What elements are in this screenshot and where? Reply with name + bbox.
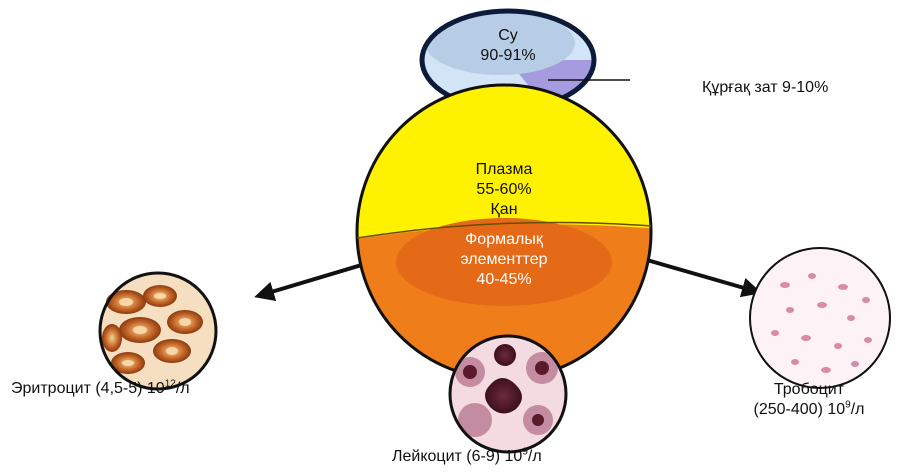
formed-elements-percent: 40-45% (476, 271, 532, 288)
arrow-to-thrombocyte (639, 256, 762, 298)
plasma-composition-circle (419, 8, 630, 112)
leukocyte-exponent: 9 (522, 446, 528, 458)
blood-name: Қан (490, 201, 518, 218)
plasma-percent: 55-60% (476, 181, 532, 198)
dry-matter-label: Құрғақ зат 9-10% (702, 79, 829, 96)
formed-elements-fraction (396, 218, 612, 306)
leukocyte-unit: /л (527, 448, 542, 465)
erythrocyte-label: Эритроцит (4,5-5) 1012/л (11, 379, 190, 399)
formed-elements-name-2: элементтер (460, 251, 548, 268)
leukocyte-image (448, 334, 568, 454)
erythrocyte-text: Эритроцит (4,5-5) 10 (11, 380, 165, 397)
leukocyte-text: Лейкоцит (6-9) 10 (392, 448, 523, 465)
thrombocyte-text: (250-400) 10 (753, 401, 846, 418)
water-slice (425, 11, 575, 75)
leukocyte-label: Лейкоцит (6-9) 109/л (392, 447, 542, 467)
thrombocyte-exponent: 9 (845, 399, 851, 411)
thrombocyte-unit: /л (850, 401, 865, 418)
plasma-label: Плазма 55-60% Қан (444, 160, 564, 220)
thrombocyte-label: Тробоцит (250-400) 109/л (729, 380, 889, 420)
plasma-name: Плазма (475, 161, 533, 178)
thrombocyte-image (749, 247, 891, 389)
erythrocyte-unit: /л (175, 380, 190, 397)
erythrocyte-exponent: 12 (164, 378, 176, 390)
formed-elements-label: Формалық элементтер 40-45% (434, 230, 574, 290)
water-label: Су 90-91% (458, 26, 558, 66)
water-percent: 90-91% (480, 47, 536, 64)
water-name: Су (498, 27, 518, 44)
thrombocyte-value: (250-400) 109/л (729, 400, 889, 420)
thrombocyte-name: Тробоцит (773, 381, 845, 398)
formed-elements-name-1: Формалық (465, 231, 543, 248)
erythrocyte-image (98, 271, 218, 391)
